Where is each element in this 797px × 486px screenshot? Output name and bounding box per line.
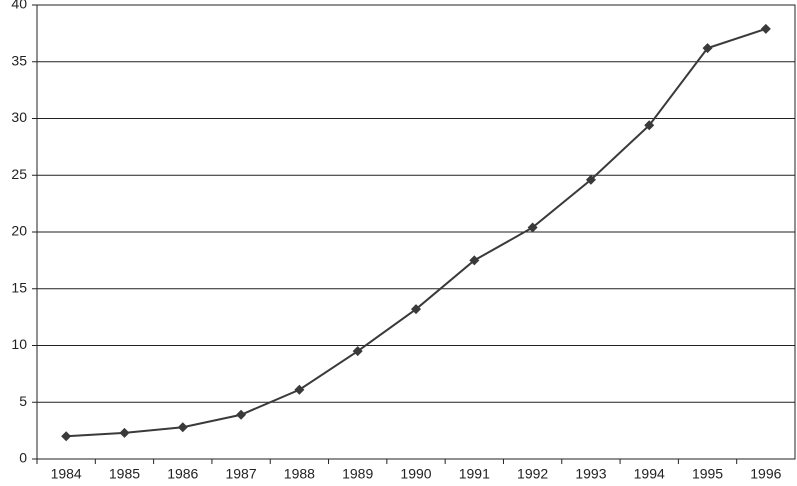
- x-tick-label: 1992: [517, 466, 548, 482]
- marker: [294, 384, 305, 395]
- y-tick-label: 25: [11, 166, 27, 182]
- marker: [61, 431, 72, 442]
- marker: [644, 120, 655, 131]
- x-tick-label: 1989: [342, 466, 373, 482]
- marker: [119, 427, 130, 438]
- x-tick-label: 1985: [109, 466, 140, 482]
- marker: [760, 23, 771, 34]
- x-tick-label: 1991: [459, 466, 490, 482]
- x-tick-label: 1984: [51, 466, 82, 482]
- marker: [585, 174, 596, 185]
- y-tick-label: 35: [11, 52, 27, 68]
- marker: [527, 222, 538, 233]
- marker: [411, 304, 421, 315]
- marker: [236, 409, 247, 420]
- x-tick-label: 1995: [692, 466, 723, 482]
- x-tick-label: 1988: [284, 466, 315, 482]
- y-tick-label: 15: [11, 279, 27, 295]
- y-tick-label: 40: [11, 0, 27, 12]
- line: [66, 27, 767, 438]
- marker: [177, 422, 188, 433]
- y-tick-label: 20: [11, 223, 27, 239]
- marker: [702, 43, 713, 54]
- x-tick-label: 1993: [575, 466, 606, 482]
- x-tick-label: 1994: [634, 466, 665, 482]
- y-tick-label: 5: [19, 393, 27, 409]
- y-tick-label: 10: [11, 336, 27, 352]
- marker: [469, 255, 480, 266]
- x-tick-label: 1996: [750, 466, 781, 482]
- x-tick-label: 1987: [225, 466, 256, 482]
- y-tick-label: 30: [11, 109, 27, 125]
- x-tick-label: 1990: [400, 466, 431, 482]
- y-tick-label: 0: [19, 450, 27, 466]
- x-tick-label: 1986: [167, 466, 198, 482]
- marker: [352, 346, 363, 357]
